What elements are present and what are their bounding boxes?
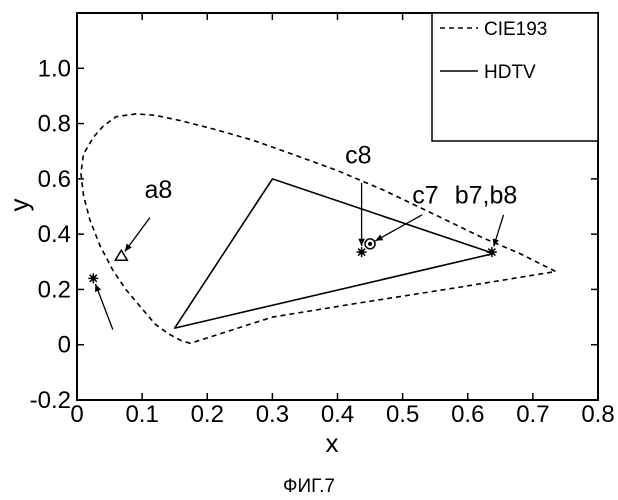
x-tick-label-6: 0.6: [451, 401, 484, 428]
annotation-c8: c8: [345, 142, 371, 170]
y-tick-label-1: 0: [58, 332, 71, 359]
marker-c8: [357, 247, 367, 257]
leader-unlabeled: [95, 284, 112, 330]
arrowhead-unlabeled: [95, 284, 101, 292]
marker-unlabeled: [88, 273, 98, 283]
x-tick-label-1: 0.1: [125, 401, 158, 428]
y-tick-label-5: 0.8: [38, 111, 71, 138]
x-tick-label-8: 0.8: [581, 401, 614, 428]
marker-layer: a8 c8 c7 b7,b8: [88, 142, 517, 330]
annotation-a8: a8: [145, 176, 173, 204]
x-axis-label: x: [326, 428, 339, 458]
x-tick-label-7: 0.7: [516, 401, 549, 428]
y-axis-label: y: [4, 199, 34, 212]
series-line-hdtv: [175, 179, 494, 328]
legend-entry-cie193: CIE193: [484, 19, 547, 40]
annotation-c7: c7: [412, 182, 438, 210]
y-tick-label-0: -0.2: [30, 387, 71, 414]
x-tick-label-2: 0.2: [191, 401, 224, 428]
y-tick-label-3: 0.4: [38, 221, 71, 248]
arrowhead-b7-b8: [493, 238, 499, 246]
x-tick-label-3: 0.3: [256, 401, 289, 428]
marker-dot-c7: [368, 242, 372, 246]
x-tick-label-4: 0.4: [321, 401, 354, 428]
leader-c7: [375, 215, 422, 241]
legend: CIE193 HDTV: [432, 13, 598, 141]
series-line-cie193: [81, 114, 556, 343]
arrowhead-a8: [125, 244, 132, 252]
figure-caption: ФИГ.7: [283, 476, 335, 497]
y-tick-label-2: 0.2: [38, 276, 71, 303]
arrowhead-c8: [358, 239, 365, 246]
y-tick-label-6: 1.0: [38, 55, 71, 82]
annotation-b7-b8: b7,b8: [455, 182, 518, 210]
x-tick-label-5: 0.5: [386, 401, 419, 428]
legend-entry-hdtv: HDTV: [484, 62, 536, 83]
x-tick-label-0: 0: [70, 401, 83, 428]
series-layer: [81, 114, 556, 343]
marker-b7-b8: [487, 247, 497, 257]
marker-a8: [115, 250, 127, 260]
y-tick-label-4: 0.6: [38, 166, 71, 193]
